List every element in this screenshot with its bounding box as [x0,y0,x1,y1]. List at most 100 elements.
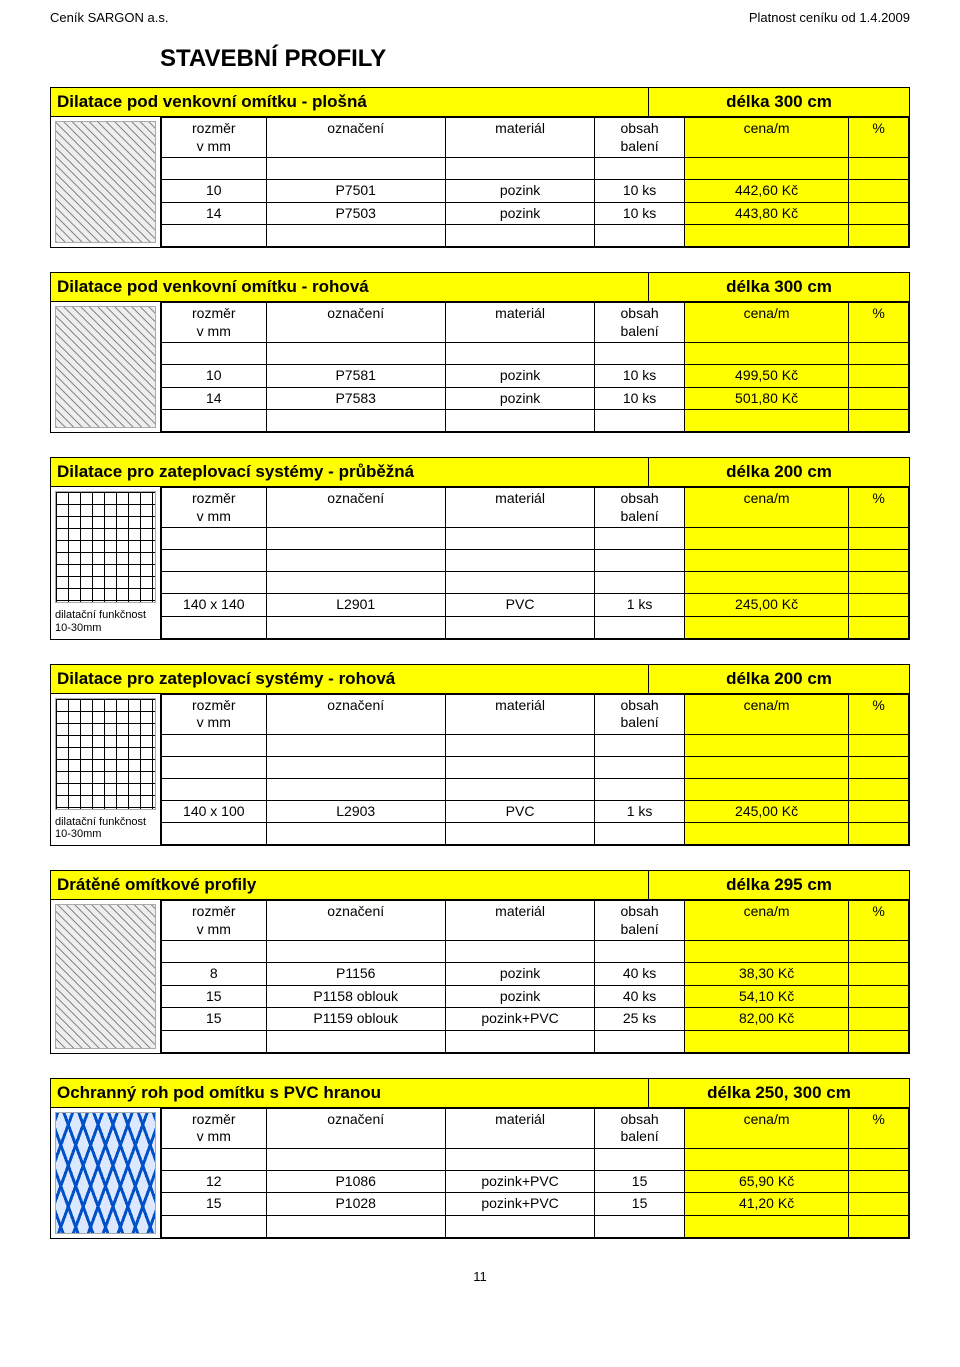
cell [684,158,848,180]
cell: 41,20 Kč [684,1193,848,1216]
cell [162,528,267,550]
cell [849,387,909,410]
cell: 10 [162,365,267,388]
cell [849,528,909,550]
cell [445,823,594,845]
col-pct: % [849,694,909,734]
cell [684,778,848,800]
cell [849,550,909,572]
section-length: délka 300 cm [649,88,909,116]
col-oznaceni: označení [266,303,445,343]
cell [684,1030,848,1052]
cell: pozink [445,387,594,410]
cell: 10 ks [595,202,685,225]
product-section: Dilatace pro zateplovací systémy - průbě… [50,457,910,640]
col-oznaceni: označení [266,694,445,734]
cell: L2901 [266,594,445,617]
cell: PVC [445,800,594,823]
cell: pozink [445,985,594,1008]
cell [162,572,267,594]
col-oznaceni: označení [266,488,445,528]
section-header: Dilatace pod venkovní omítku - plošnádél… [51,88,909,117]
thumbnail-cell [51,1108,161,1238]
product-section: Drátěné omítkové profilydélka 295 cmrozm… [50,870,910,1054]
cell [849,225,909,247]
section-header: Dilatace pro zateplovací systémy - rohov… [51,665,909,694]
col-pct: % [849,303,909,343]
cell [849,572,909,594]
cell [684,528,848,550]
cell [684,225,848,247]
cell: 140 x 140 [162,594,267,617]
cell: P7503 [266,202,445,225]
data-table: rozměrv mmoznačenímateriálobsahbalenícen… [161,694,909,846]
cell [162,823,267,845]
cell: 245,00 Kč [684,800,848,823]
cell [266,756,445,778]
cell [849,985,909,1008]
cell: L2903 [266,800,445,823]
cell [849,594,909,617]
cell [849,823,909,845]
cell: 443,80 Kč [684,202,848,225]
col-cena: cena/m [684,488,848,528]
section-title: Drátěné omítkové profily [51,871,649,899]
cell: 38,30 Kč [684,963,848,986]
product-section: Dilatace pro zateplovací systémy - rohov… [50,664,910,847]
thumbnail-caption: dilatační funkčnost 10-30mm [51,607,160,638]
cell: 15 [595,1170,685,1193]
cell [445,1030,594,1052]
cell [849,1193,909,1216]
cell: P1028 [266,1193,445,1216]
col-pct: % [849,1108,909,1148]
cell [266,823,445,845]
thumbnail-cell: dilatační funkčnost 10-30mm [51,487,161,639]
cell [266,1148,445,1170]
cell [445,550,594,572]
table-row: 140 x 140L2901PVC1 ks245,00 Kč [162,594,909,617]
col-oznaceni: označení [266,901,445,941]
cell: P7583 [266,387,445,410]
cell [849,778,909,800]
page-number: 11 [50,1269,910,1284]
table-row: 15P1159 obloukpozink+PVC25 ks82,00 Kč [162,1008,909,1031]
cell [162,410,267,432]
table-row: 15P1028pozink+PVC1541,20 Kč [162,1193,909,1216]
cell [849,158,909,180]
cell: P1156 [266,963,445,986]
product-section: Dilatace pod venkovní omítku - rohovádél… [50,272,910,433]
cell: 12 [162,1170,267,1193]
cell [849,1215,909,1237]
cell [595,1148,685,1170]
cell [162,1215,267,1237]
cell [266,616,445,638]
cell [266,778,445,800]
thumbnail-icon [55,904,156,1049]
cell [684,410,848,432]
cell [445,528,594,550]
col-obsah: obsahbalení [595,694,685,734]
cell [266,941,445,963]
cell: PVC [445,594,594,617]
col-cena: cena/m [684,901,848,941]
cell [595,756,685,778]
col-rozmer: rozměrv mm [162,303,267,343]
cell: P1159 oblouk [266,1008,445,1031]
cell [162,1030,267,1052]
data-table: rozměrv mmoznačenímateriálobsahbalenícen… [161,117,909,247]
cell [266,1215,445,1237]
data-table: rozměrv mmoznačenímateriálobsahbalenícen… [161,487,909,639]
cell: 501,80 Kč [684,387,848,410]
table-row: 10P7581pozink10 ks499,50 Kč [162,365,909,388]
cell [849,734,909,756]
cell [445,756,594,778]
cell [684,616,848,638]
cell [849,1148,909,1170]
cell: 442,60 Kč [684,180,848,203]
thumbnail-icon [55,698,156,810]
cell: pozink [445,365,594,388]
cell [445,225,594,247]
cell [595,778,685,800]
section-length: délka 250, 300 cm [649,1079,909,1107]
col-pct: % [849,118,909,158]
